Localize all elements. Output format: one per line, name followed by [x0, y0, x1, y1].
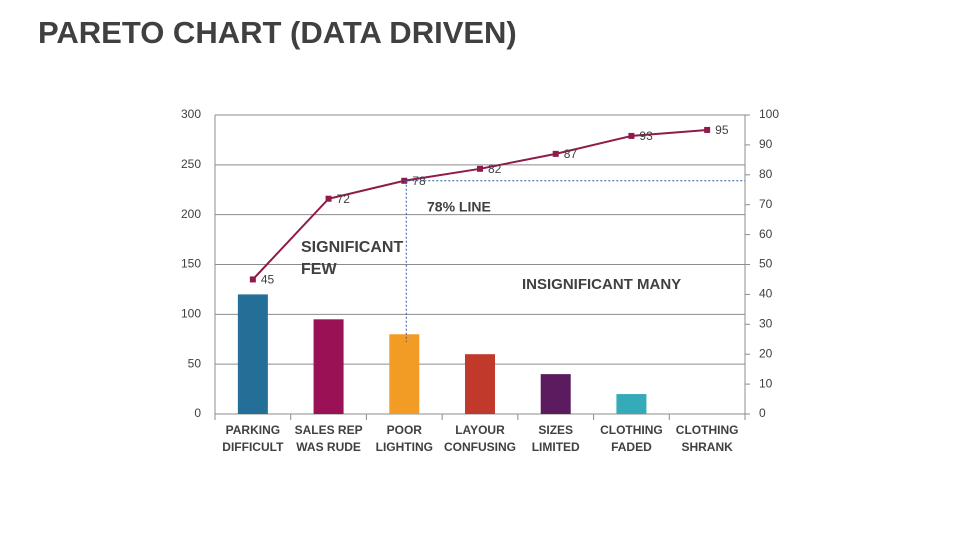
y2-tick-label: 50 [759, 257, 773, 271]
line-marker [704, 126, 711, 133]
annotation: INSIGNIFICANT MANY [522, 276, 681, 293]
line-marker [249, 276, 256, 283]
y-tick-label: 100 [181, 307, 201, 321]
line-marker [552, 150, 559, 157]
x-tick-label: PARKING DIFFICULT [222, 423, 284, 454]
chart-title: PARETO CHART (DATA DRIVEN) [38, 15, 517, 50]
data-label: 72 [337, 192, 351, 206]
y2-tick-label: 40 [759, 287, 773, 301]
data-label: 87 [564, 147, 578, 161]
annotation: SIGNIFICANT FEW [301, 239, 403, 278]
line-marker [325, 195, 332, 202]
data-label: 93 [639, 129, 653, 143]
bar [540, 374, 571, 414]
y2-tick-label: 80 [759, 167, 773, 181]
bar [465, 354, 495, 414]
bar [616, 394, 647, 414]
y2-tick-label: 90 [759, 137, 773, 151]
x-tick-label: SIZES LIMITED [532, 423, 580, 454]
y-tick-label: 300 [181, 107, 201, 121]
line-marker [628, 132, 635, 139]
y2-tick-label: 0 [759, 406, 766, 420]
data-label: 78 [412, 174, 426, 188]
y2-tick-label: 60 [759, 227, 773, 241]
x-tick-label: CLOTHING FADED [600, 423, 663, 454]
x-tick-label: CLOTHING SHRANK [676, 423, 739, 454]
data-label: 95 [715, 123, 729, 137]
bar [389, 334, 420, 414]
y-tick-label: 250 [181, 157, 201, 171]
y2-tick-label: 10 [759, 376, 773, 390]
annotation: 78% LINE [427, 199, 491, 215]
y-tick-label: 50 [188, 356, 202, 370]
x-tick-label: SALES REP WAS RUDE [295, 423, 363, 454]
y-tick-label: 200 [181, 207, 201, 221]
y-tick-label: 150 [181, 257, 201, 271]
data-label: 45 [261, 273, 275, 287]
y2-tick-label: 30 [759, 316, 773, 330]
bar [313, 319, 344, 414]
y2-tick-label: 100 [759, 107, 779, 121]
y-tick-label: 0 [194, 406, 201, 420]
bar [237, 294, 268, 414]
x-tick-label: LAYOUR CONFUSING [444, 423, 516, 454]
y2-tick-label: 70 [759, 197, 773, 211]
data-label: 82 [488, 162, 502, 176]
line-marker [477, 165, 483, 172]
y2-tick-label: 20 [759, 346, 773, 360]
x-tick-label: POOR LIGHTING [376, 423, 433, 454]
